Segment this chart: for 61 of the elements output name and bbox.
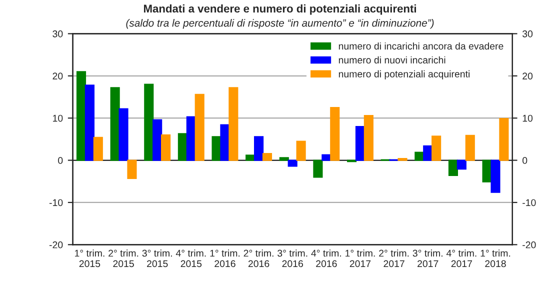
bar (76, 71, 86, 161)
y-tick-label: 20 (52, 72, 63, 80)
bar (194, 94, 204, 161)
legend-label: numero di nuovi incarichi (338, 56, 446, 64)
bar (152, 119, 162, 161)
x-tick-label: 2° trim. 2017 (379, 250, 409, 268)
bar (288, 160, 298, 167)
bar (432, 136, 442, 161)
legend-label: numero di incarichi ancora da evadere (338, 42, 504, 50)
x-tick-label: 4° trim. 2017 (446, 250, 476, 268)
x-tick-label: 2° trim. 2015 (108, 250, 138, 268)
y2-tick-label: 10 (522, 114, 533, 122)
bar (499, 118, 509, 161)
bar (456, 160, 466, 170)
y-tick-label: 10 (53, 114, 63, 122)
bar (423, 145, 433, 161)
x-tick-label: 1° trim. 2018 (480, 250, 510, 268)
y2-tick-label: 30 (522, 30, 533, 38)
x-tick-label: 1° trim. 2015 (75, 250, 104, 268)
y2-tick-label: -20 (522, 241, 536, 248)
bar (178, 133, 188, 161)
y-tick-label: -20 (49, 241, 63, 248)
chart-subtitle: (saldo tra le percentuali di risposte “in aumento” e “in diminuzione”) (126, 19, 434, 29)
bar (127, 160, 137, 179)
bar (254, 136, 264, 161)
bar (465, 134, 475, 161)
chart-title: Mandati a vendere e numero di potenziali acquirenti (144, 4, 416, 15)
bar (313, 160, 323, 178)
y-tick-label: 0 (58, 157, 63, 164)
x-tick-label: 3° trim. 2015 (142, 250, 172, 268)
x-tick-label: 4° trim. 2015 (176, 250, 206, 268)
bar (296, 140, 306, 161)
bar (279, 157, 289, 161)
bar (144, 84, 154, 161)
bar (84, 84, 94, 161)
bar (414, 152, 424, 161)
y2-tick-label: -10 (522, 199, 536, 206)
x-tick-label: 1° trim. 2016 (210, 250, 240, 268)
y-tick-label: -10 (49, 199, 63, 206)
y2-tick-label: 0 (522, 157, 528, 164)
bar (161, 134, 171, 161)
bar (322, 154, 332, 161)
bar (93, 136, 103, 161)
legend-label: numero di potenziali acquirenti (338, 70, 470, 80)
bar (355, 126, 366, 161)
y-tick-label: 30 (52, 30, 63, 38)
bar (262, 152, 272, 161)
x-tick-label: 4° trim. 2016 (311, 250, 341, 268)
bar (228, 87, 238, 161)
bar (490, 160, 500, 193)
bar (212, 136, 222, 161)
bar (448, 160, 458, 176)
x-tick-label: 1° trim. 2017 (346, 250, 375, 268)
bar (118, 108, 128, 161)
x-tick-label: 3° trim. 2016 (278, 250, 308, 268)
x-tick-label: 3° trim. 2017 (412, 250, 442, 268)
bar (330, 106, 340, 161)
bar (246, 154, 256, 161)
x-tick-label: 2° trim. 2016 (244, 250, 274, 268)
y2-tick-label: 20 (522, 72, 533, 80)
bar (364, 114, 374, 161)
